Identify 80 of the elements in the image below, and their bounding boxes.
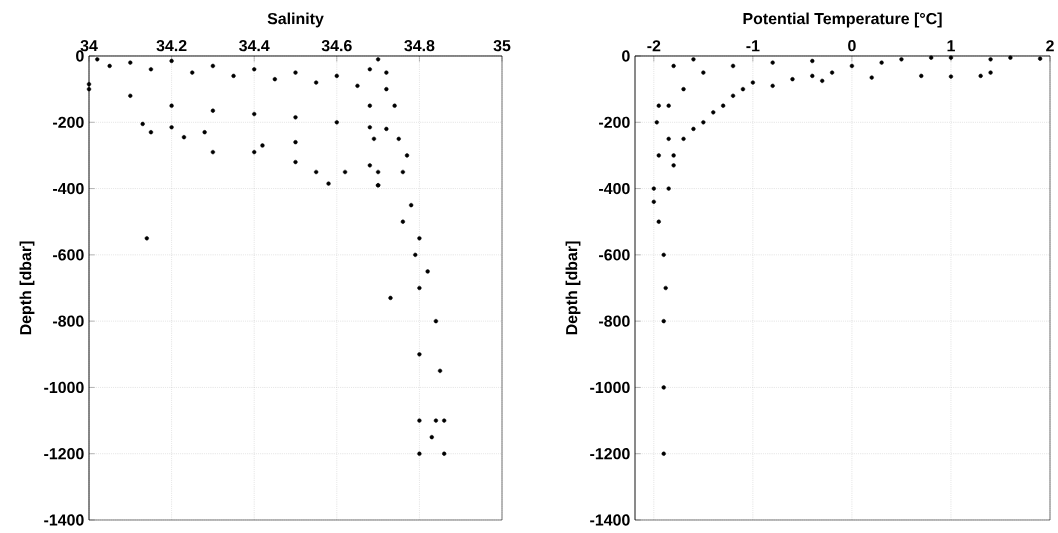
point <box>1008 55 1013 60</box>
point <box>691 57 696 62</box>
y-tick-label: -1000 <box>44 381 84 394</box>
y-tick-label: -800 <box>53 315 84 327</box>
x-tick-label: 34.2 <box>156 40 187 52</box>
y-tick-label: -400 <box>53 182 84 195</box>
point <box>671 163 676 168</box>
point <box>919 73 924 79</box>
y-tick-label: -1400 <box>44 514 84 526</box>
point <box>721 103 726 108</box>
point <box>879 60 884 65</box>
point <box>849 63 855 69</box>
point <box>691 126 696 132</box>
y-axis-title: Depth [dbar] <box>565 241 581 335</box>
point <box>948 74 954 79</box>
point <box>666 186 671 191</box>
point <box>701 70 706 75</box>
point <box>730 63 736 69</box>
point <box>671 153 676 158</box>
point <box>948 55 954 60</box>
point <box>651 186 656 191</box>
point <box>978 73 983 79</box>
x-tick-label: -2 <box>647 40 661 52</box>
point <box>681 136 686 141</box>
point <box>820 78 825 83</box>
point <box>899 57 904 62</box>
point <box>711 110 716 115</box>
point <box>651 199 656 204</box>
point <box>656 153 661 158</box>
point <box>988 57 993 62</box>
point <box>654 120 659 125</box>
point <box>661 319 666 324</box>
y-tick-label: -1000 <box>590 381 630 394</box>
point <box>656 103 661 108</box>
point <box>730 93 736 98</box>
point <box>770 83 775 88</box>
x-tick-label: 34.4 <box>239 40 270 52</box>
y-tick-label: -1200 <box>44 448 84 460</box>
point <box>661 385 666 390</box>
x-tick-label: 2 <box>1046 40 1054 52</box>
y-tick-label: -1200 <box>590 448 630 460</box>
point <box>988 70 993 75</box>
point <box>929 55 934 60</box>
point <box>671 63 676 69</box>
point <box>666 103 671 108</box>
point <box>740 87 746 92</box>
point <box>770 60 775 65</box>
x-tick-label: 34.6 <box>321 40 352 52</box>
y-tick-label: -600 <box>53 249 84 261</box>
point <box>663 285 668 291</box>
chart-title: Potential Temperature [°C] <box>743 12 942 28</box>
point <box>810 58 815 64</box>
point <box>656 219 661 224</box>
x-tick-label: -1 <box>746 40 760 52</box>
y-tick-label: -600 <box>599 249 630 261</box>
chart-title: Salinity <box>267 12 324 28</box>
point <box>661 252 666 257</box>
x-tick-label: 34.8 <box>404 40 435 52</box>
point <box>750 80 755 85</box>
x-tick-label: 35 <box>493 40 511 52</box>
y-tick-label: 0 <box>76 50 84 62</box>
x-tick-label: 1 <box>947 40 955 52</box>
y-tick-label: -1400 <box>590 514 630 526</box>
y-tick-label: 0 <box>622 50 630 62</box>
y-tick-label: -200 <box>53 116 84 128</box>
y-tick-label: -800 <box>599 315 630 327</box>
y-tick-label: -200 <box>599 116 630 128</box>
point <box>666 136 671 141</box>
point <box>681 87 686 92</box>
point <box>1037 56 1043 61</box>
point <box>661 451 666 456</box>
x-tick-label: 34 <box>80 40 98 52</box>
point <box>829 70 835 75</box>
x-tick-label: 0 <box>848 40 856 52</box>
y-tick-label: -400 <box>599 182 630 195</box>
point <box>790 77 795 82</box>
y-axis-title: Depth [dbar] <box>19 241 35 335</box>
point <box>810 73 815 79</box>
point <box>869 75 874 80</box>
point <box>701 120 706 125</box>
